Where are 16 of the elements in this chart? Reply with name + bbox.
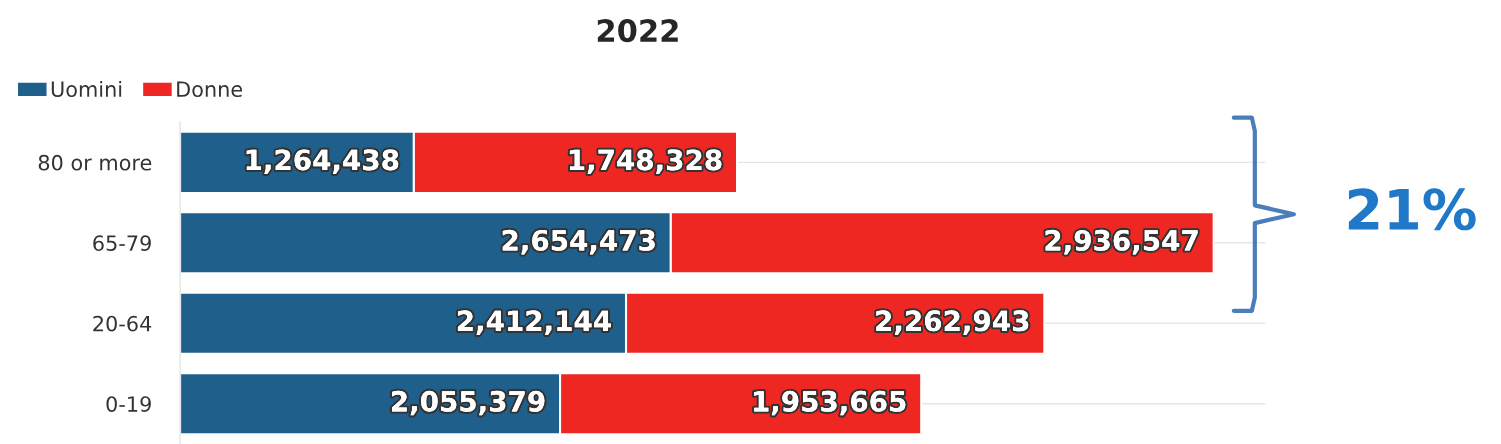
y-tick-label: 65-79 xyxy=(93,235,151,252)
text: 21% xyxy=(1348,188,1476,231)
legend-label: Uomini xyxy=(51,80,122,98)
data-label: 2,654,473 xyxy=(502,229,655,255)
data-label: 2,412,144 xyxy=(457,310,611,335)
y-tick-label: 80 or more xyxy=(38,154,152,171)
data-label: 1,953,665 xyxy=(754,390,906,416)
data-label: 2,262,943 xyxy=(876,310,1029,335)
y-tick-label: 20-64 xyxy=(93,315,152,332)
data-label: 2,936,547 xyxy=(1045,229,1198,255)
data-label: 1,748,328 xyxy=(569,149,722,174)
y-tick-label: 0-19 xyxy=(106,396,151,412)
chart-title: 2022 xyxy=(597,19,678,43)
legend-label: Donne xyxy=(177,81,243,98)
data-label: 1,264,438 xyxy=(246,149,399,174)
data-label: 2,055,379 xyxy=(391,390,545,416)
